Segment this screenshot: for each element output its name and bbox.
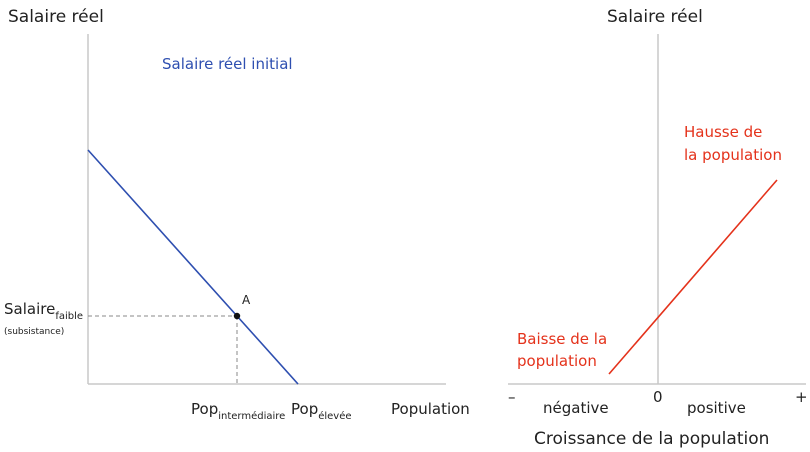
right-x-axis-label: Croissance de la population [534, 429, 769, 449]
lower-label-line2: population [517, 352, 597, 370]
upper-label-line1: Hausse de [684, 123, 762, 141]
left-y-axis-label: Salaire réel [8, 7, 104, 27]
point-a-label: A [242, 293, 251, 307]
wage-tick-note: (subsistance) [4, 327, 64, 337]
left-x-axis-label: Population [391, 400, 470, 418]
real-wage-curve [87, 149, 299, 385]
pop-high-tick-label: Popélevée [291, 400, 352, 422]
wage-tick-label: Salairefaible [4, 300, 83, 322]
plus-label: + [795, 388, 808, 406]
upper-label-line2: la population [684, 146, 782, 164]
origin-label: 0 [653, 388, 663, 406]
growth-curve [608, 179, 778, 375]
wage-curve-label: Salaire réel initial [162, 55, 293, 73]
point-a [233, 312, 241, 320]
negative-label: négative [543, 399, 609, 417]
positive-label: positive [687, 399, 746, 417]
minus-label: – [508, 388, 516, 406]
right-y-axis-label: Salaire réel [607, 7, 703, 27]
pop-intermediate-tick-label: Popintermédiaire [191, 400, 285, 422]
lower-label-line1: Baisse de la [517, 330, 607, 348]
